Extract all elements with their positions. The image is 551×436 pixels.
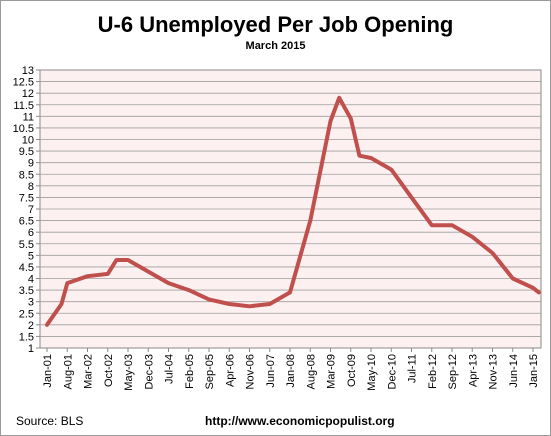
x-tick-label: Mar-09 bbox=[326, 354, 338, 389]
x-tick-label: Nov-13 bbox=[488, 354, 500, 389]
x-tick-label: Sep-12 bbox=[447, 354, 459, 389]
y-tick-label: 9.5 bbox=[19, 146, 34, 158]
y-tick-label: 7 bbox=[28, 204, 34, 216]
y-tick-label: 1 bbox=[28, 343, 34, 355]
x-tick-label: May-10 bbox=[366, 354, 378, 391]
y-tick-label: 5 bbox=[28, 250, 34, 262]
x-tick-label: Apr-06 bbox=[224, 354, 236, 387]
x-axis: Jan-01 Aug-01 Mar-02 Oct-02 May-03 Dec-03 Jul-… bbox=[42, 348, 540, 391]
y-tick-label: 2.5 bbox=[19, 308, 34, 320]
y-tick-label: 10.5 bbox=[13, 123, 34, 135]
x-tick-label: Feb-12 bbox=[427, 354, 439, 389]
y-tick-label: 11 bbox=[23, 111, 34, 123]
y-tick-label: 4 bbox=[28, 274, 34, 286]
x-tick-label: Apr-13 bbox=[467, 354, 479, 387]
y-tick-label: 4.5 bbox=[19, 262, 34, 274]
y-tick-label: 8 bbox=[28, 181, 34, 193]
y-tick-label: 11.5 bbox=[13, 100, 34, 112]
y-tick-label: 7.5 bbox=[19, 192, 34, 204]
y-tick-label: 8.5 bbox=[19, 169, 34, 181]
x-tick-label: Jun-14 bbox=[508, 354, 520, 388]
y-tick-label: 3.5 bbox=[19, 285, 34, 297]
x-tick-label: Dec-03 bbox=[143, 354, 155, 389]
y-tick-label: 9 bbox=[28, 158, 34, 170]
y-tick-label: 1.5 bbox=[19, 331, 34, 343]
y-tick-label: 6 bbox=[28, 227, 34, 239]
y-tick-label: 2 bbox=[28, 320, 34, 332]
y-tick-label: 5.5 bbox=[19, 239, 34, 251]
gridlines bbox=[40, 81, 541, 337]
x-tick-label: Aug-08 bbox=[305, 354, 317, 389]
y-tick-label: 12.5 bbox=[13, 77, 34, 89]
source-label: Source: BLS bbox=[16, 414, 84, 428]
x-tick-label: Dec-10 bbox=[386, 354, 398, 389]
x-tick-label: Oct-02 bbox=[103, 354, 115, 387]
series-group bbox=[45, 95, 541, 327]
x-tick-label: Jun-07 bbox=[265, 354, 277, 388]
x-tick-label: Jan-01 bbox=[42, 354, 54, 388]
chart-title: U-6 Unemployed Per Job Opening bbox=[97, 12, 454, 37]
y-tick-label: 12 bbox=[22, 88, 34, 100]
x-tick-label: Jan-08 bbox=[285, 354, 297, 388]
source-url: http://www.economicpopulist.org bbox=[205, 414, 395, 428]
y-tick-label: 13 bbox=[22, 65, 34, 77]
x-tick-label: Aug-01 bbox=[62, 354, 74, 389]
x-tick-label: Jul-11 bbox=[407, 354, 419, 383]
x-tick-label: Nov-06 bbox=[245, 354, 257, 389]
x-tick-label: Jul-04 bbox=[164, 354, 176, 384]
x-tick-label: May-03 bbox=[123, 354, 135, 391]
series-line bbox=[45, 95, 541, 327]
x-tick-label: Mar-02 bbox=[83, 354, 95, 389]
y-tick-label: 10 bbox=[22, 135, 34, 147]
y-tick-label: 3 bbox=[28, 297, 34, 309]
chart-subtitle: March 2015 bbox=[245, 40, 306, 52]
y-axis: 11.522.533.544.555.566.577.588.599.51010… bbox=[13, 65, 40, 355]
x-tick-label: Sep-05 bbox=[204, 354, 216, 389]
x-tick-label: Oct-09 bbox=[346, 354, 358, 387]
x-tick-label: Feb-05 bbox=[184, 354, 196, 389]
y-tick-label: 6.5 bbox=[19, 216, 34, 228]
x-tick-label: Jan-15 bbox=[528, 354, 540, 388]
